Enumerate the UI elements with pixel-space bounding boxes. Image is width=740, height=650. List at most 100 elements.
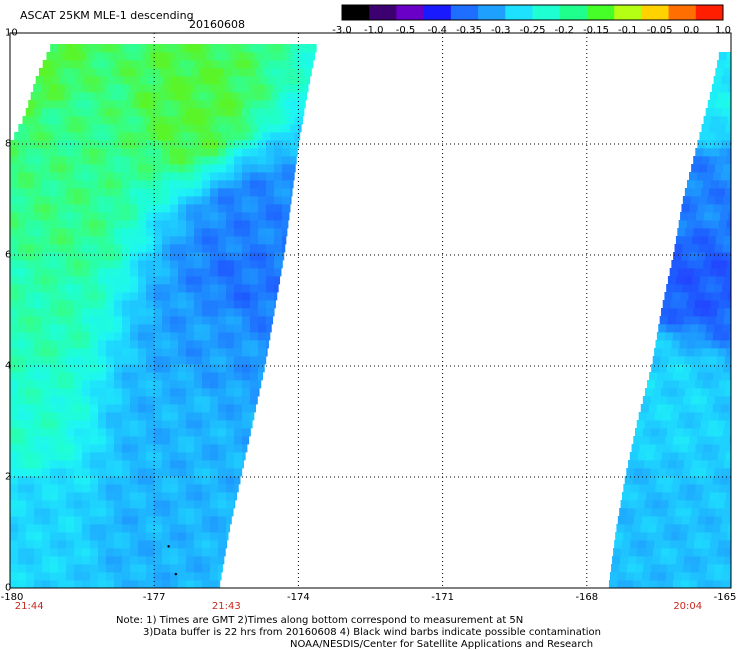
swath-cell [186,540,195,549]
swath-cell [258,300,267,309]
swath-cell [50,244,59,253]
swath-cell [42,396,51,405]
swath-cell [10,492,19,501]
swath-cell [258,164,267,173]
swath-cell [74,196,83,205]
swath-cell [178,516,187,525]
swath-cell [74,244,83,253]
swath-cell [266,156,275,165]
swath-cell [130,428,139,437]
swath-cell [114,252,123,261]
swath-cell [138,252,147,261]
swath-cell [250,428,251,437]
swath-cell [689,252,698,261]
swath-cell [130,164,139,173]
swath-cell [663,532,672,541]
swath-cell [98,380,107,389]
swath-cell [82,372,91,381]
swath-cell [66,44,75,53]
contamination-mark [174,572,178,576]
swath-cell [698,428,708,437]
swath-cell [186,412,195,421]
plot-frame [9,32,732,589]
swath-cell [66,452,75,461]
swath-cell [648,404,658,413]
swath-cell [42,444,51,453]
swath-cell [194,428,203,437]
swath-cell [42,212,51,221]
swath-cell [138,500,147,509]
swath-cell [289,84,298,93]
swath-cell [106,476,115,485]
swath-cell [305,84,309,93]
swath-cell [258,220,267,229]
swath-cell [218,420,227,429]
swath-cell [82,156,91,165]
swath-cell [73,108,83,117]
swath-cell [146,524,155,533]
swath-cell [154,516,163,525]
swath-cell [716,188,726,197]
swath-cell [98,308,107,317]
swath-cell [234,260,243,269]
swath-cell [202,436,211,445]
swath-cell [210,300,219,309]
swath-cell [242,196,251,205]
swath-cell [90,492,99,501]
swath-cell [727,116,732,125]
swath-cell [142,116,151,125]
swath-cell [258,44,267,53]
swath-cell [130,340,139,349]
swath-cell [617,572,627,581]
swath-cell [202,164,211,173]
swath-cell [42,404,51,413]
swath-cell [82,572,91,581]
swath-cell [209,108,219,117]
swath-cell [704,212,713,221]
swath-cell [98,228,107,237]
swath-cell [162,180,171,189]
swath-cell [194,508,203,517]
swath-cell [679,444,688,453]
swath-cell [166,68,176,77]
swath-cell [10,420,19,429]
swath-cell [218,284,227,293]
swath-cell [130,236,139,245]
swath-cell [226,524,231,533]
swath-cell [278,68,288,77]
swath-cell [130,556,139,565]
swath-cell [42,580,51,589]
swath-cell [720,212,729,221]
swath-cell [717,492,727,501]
swath-cell [637,452,647,461]
swath-cell [43,76,53,85]
swath-cell [701,452,711,461]
swath-cell [74,452,83,461]
swath-cell [42,308,51,317]
swath-cell [154,580,163,589]
swath-cell [34,332,43,341]
swath-cell [122,204,131,213]
swath-cell [186,164,195,173]
swath-cell [709,92,719,101]
swath-cell [66,260,75,269]
swath-cell [130,332,139,341]
swath-cell [234,388,243,397]
swath-cell [186,476,195,485]
swath-cell [669,548,678,557]
swath-cell [670,300,680,309]
swath-cell [662,412,672,421]
swath-cell [180,100,189,109]
swath-cell [706,428,716,437]
swath-cell [82,340,91,349]
swath-cell [202,452,211,461]
swath-cell [154,292,163,301]
swath-cell [270,52,279,61]
swath-cell [106,380,115,389]
swath-cell [722,428,732,437]
colorbar-border [341,4,724,21]
swath-cell [18,172,27,181]
swath-cell [58,364,67,373]
swath-cell [218,236,227,245]
swath-cell [217,84,226,93]
